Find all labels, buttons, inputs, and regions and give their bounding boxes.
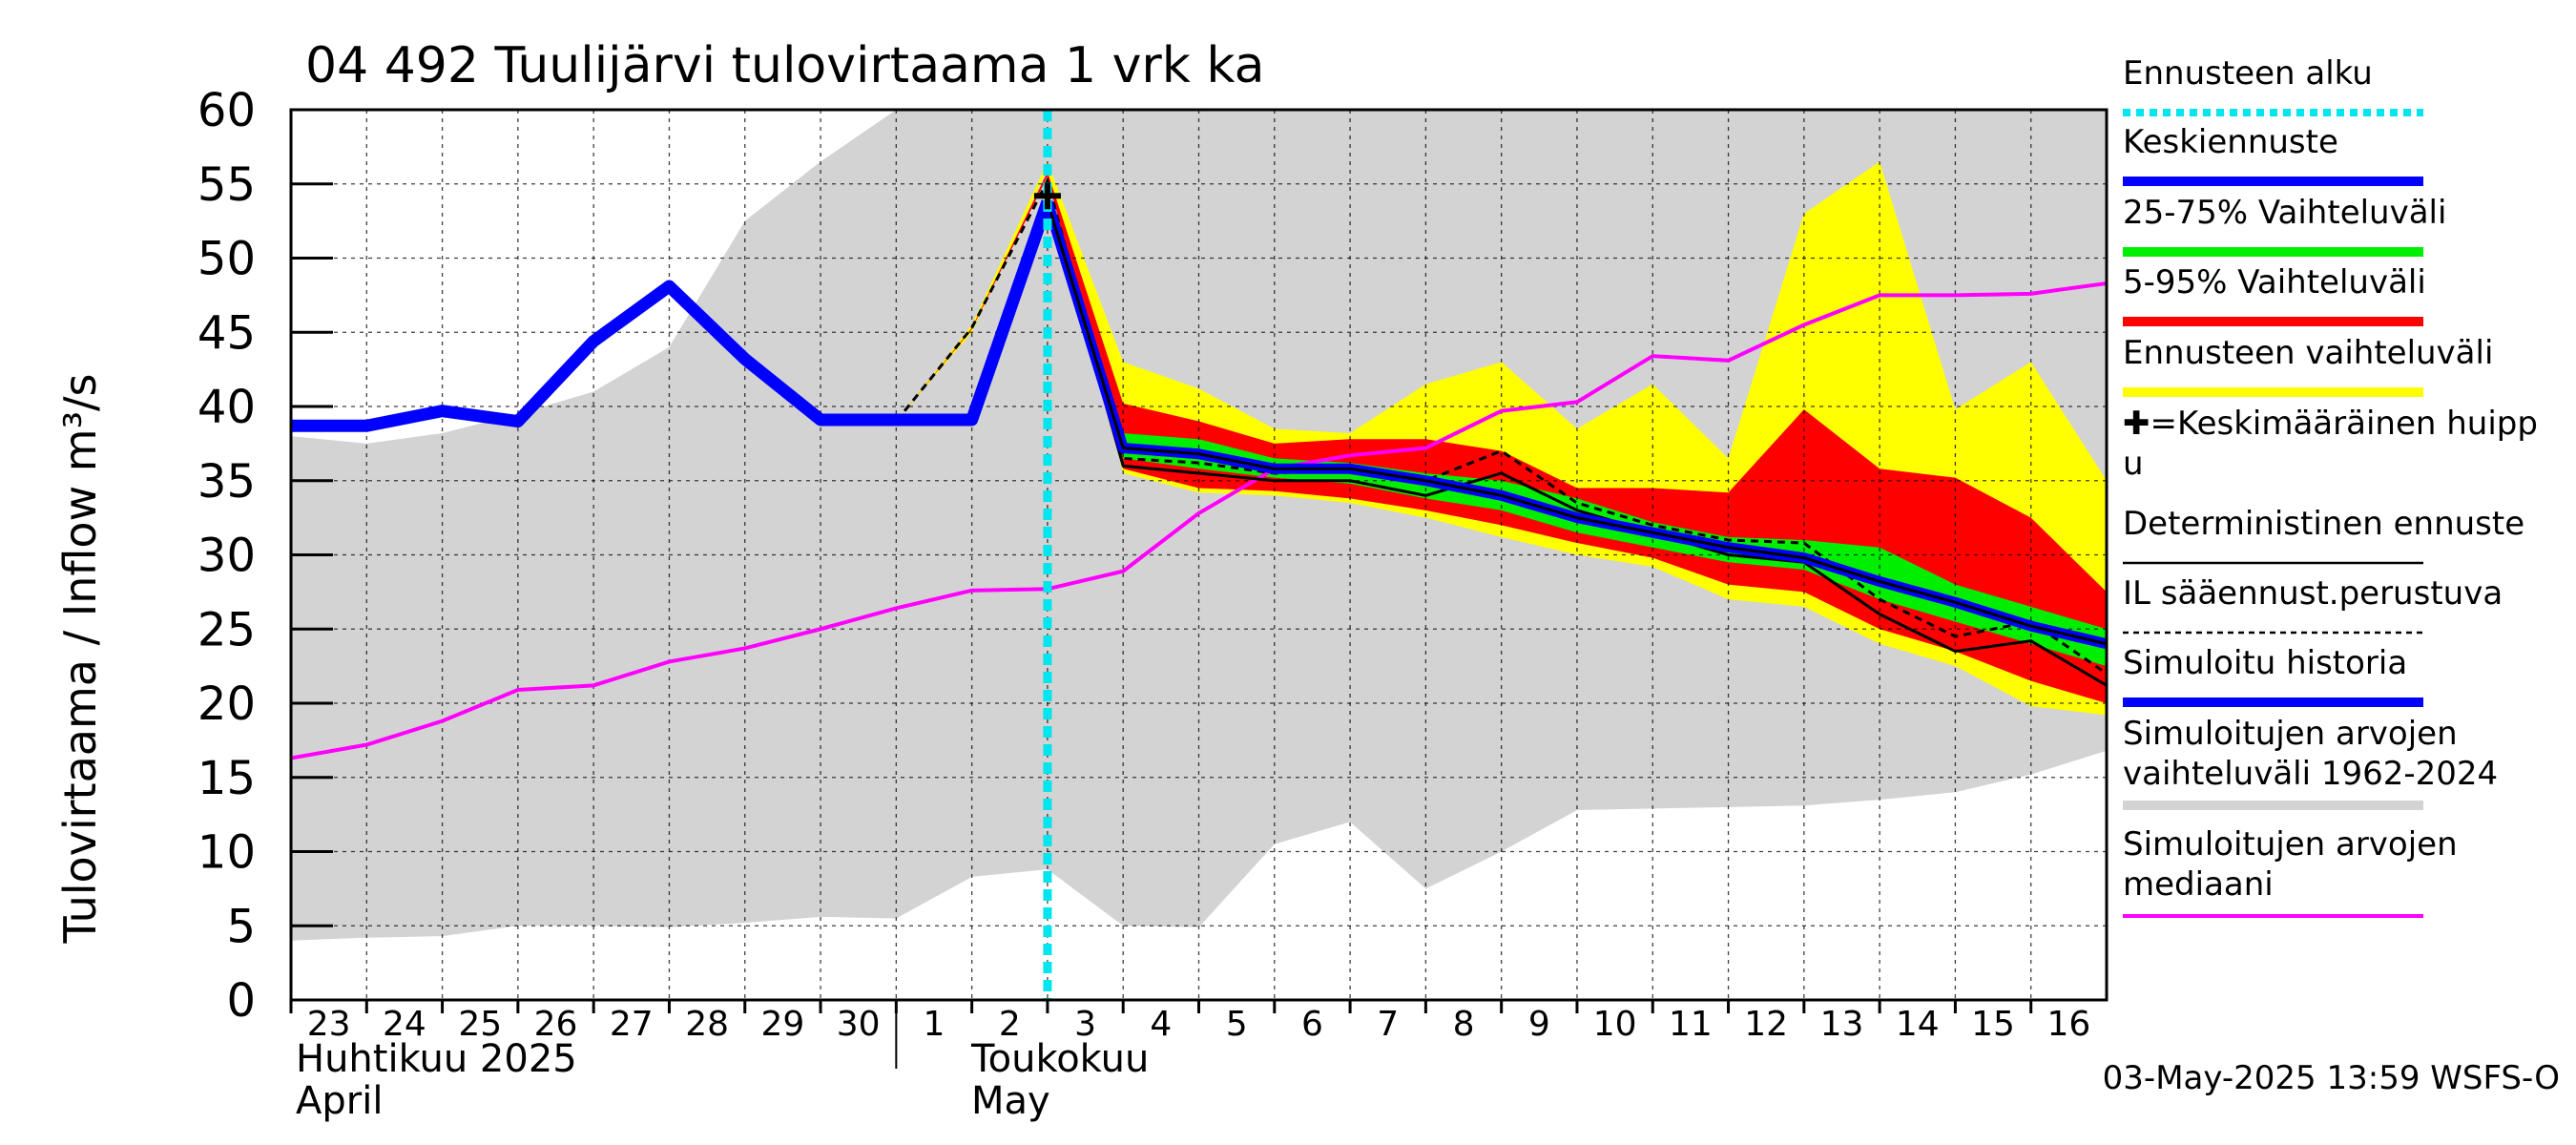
x-tick-label: 4 — [1150, 1005, 1172, 1044]
line-deterministic — [1046, 198, 2107, 687]
band-5-95 — [896, 172, 2107, 703]
x-tick-label: 13 — [1820, 1005, 1864, 1044]
x-tick-label: 12 — [1744, 1005, 1788, 1044]
x-tick-label: 14 — [1896, 1005, 1940, 1044]
x-tick-label: 25 — [458, 1005, 502, 1044]
x-tick-label: 26 — [534, 1005, 578, 1044]
y-tick-label: 15 — [197, 752, 256, 805]
x-tick-label: 7 — [1377, 1005, 1399, 1044]
y-tick-label: 60 — [197, 84, 256, 137]
x-tick-label: 27 — [610, 1005, 654, 1044]
legend-label: Simuloitu historia — [2123, 644, 2407, 682]
x-tick-label: 10 — [1593, 1005, 1637, 1044]
x-tick-label: 30 — [837, 1005, 881, 1044]
x-tick-label: 3 — [1074, 1005, 1096, 1044]
legend-label: ✚=Keskimääräinen huipp — [2123, 405, 2538, 443]
footer-timestamp: 03-May-2025 13:59 WSFS-O — [2103, 1059, 2560, 1097]
legend: Ennusteen alku Keskiennuste 25-75% Vaihtel… — [2123, 54, 2538, 918]
month-label-april-en: April — [296, 1079, 383, 1123]
line-median — [291, 281, 2107, 760]
legend-label: 25-75% Vaihteluväli — [2123, 194, 2446, 232]
x-tick-label: 23 — [307, 1005, 351, 1044]
month-label-may-en: May — [971, 1079, 1050, 1123]
month-label-april-fi: Huhtikuu 2025 — [296, 1037, 577, 1081]
x-tick-label: 11 — [1669, 1005, 1713, 1044]
x-tick-label: 28 — [685, 1005, 729, 1044]
plot-area — [291, 110, 2107, 1000]
legend-label: IL sääennust.perustuva — [2123, 574, 2503, 613]
line-history — [291, 199, 1054, 432]
y-tick-label: 45 — [197, 306, 256, 360]
month-label-may-fi: Toukokuu — [970, 1037, 1149, 1081]
legend-label-line2: vaihteluväli 1962-2024 — [2123, 755, 2498, 793]
y-tick-label: 5 — [226, 900, 256, 953]
legend-label: Ennusteen vaihteluväli — [2123, 334, 2493, 372]
grid — [291, 110, 2107, 1000]
y-tick-label: 40 — [197, 381, 256, 434]
y-tick-label: 30 — [197, 530, 256, 583]
x-tick-label: 24 — [383, 1005, 426, 1044]
line-il-forecast — [895, 177, 2107, 676]
legend-label: Deterministinen ennuste — [2123, 505, 2524, 543]
y-axis-label: Tulovirtaama / Inflow m³/s — [54, 373, 106, 944]
x-tick-label: 2 — [999, 1005, 1021, 1044]
x-tick-label: 6 — [1301, 1005, 1323, 1044]
x-tick-label: 8 — [1453, 1005, 1475, 1044]
legend-label-line2: mediaani — [2123, 865, 2274, 904]
y-tick-label: 10 — [197, 826, 256, 880]
y-tick-label: 25 — [197, 603, 256, 656]
x-tick-label: 5 — [1226, 1005, 1248, 1044]
legend-label: Ennusteen alku — [2123, 54, 2373, 93]
chart-title: 04 492 Tuulijärvi tulovirtaama 1 vrk ka — [305, 37, 1264, 94]
legend-label-line2: u — [2123, 445, 2144, 483]
x-tick-label: 15 — [1971, 1005, 2015, 1044]
legend-label: Simuloitujen arvojen — [2123, 715, 2458, 753]
y-tick-label: 0 — [226, 974, 256, 1028]
legend-label: Simuloitujen arvojen — [2123, 825, 2458, 864]
line-mean-forecast-core — [1046, 200, 2107, 646]
x-tick-label: 29 — [760, 1005, 804, 1044]
x-tick-label: 1 — [924, 1005, 945, 1044]
x-tick-label: 9 — [1528, 1005, 1550, 1044]
plot-content — [291, 110, 2107, 1000]
y-tick-label: 55 — [197, 158, 256, 212]
y-tick-label: 50 — [197, 233, 256, 286]
legend-label: 5-95% Vaihteluväli — [2123, 263, 2426, 302]
peak-marker — [1033, 182, 1061, 210]
y-tick-label: 35 — [197, 455, 256, 509]
legend-label: Keskiennuste — [2123, 123, 2338, 161]
y-tick-label: 20 — [197, 677, 256, 731]
x-tick-label: 16 — [2046, 1005, 2090, 1044]
